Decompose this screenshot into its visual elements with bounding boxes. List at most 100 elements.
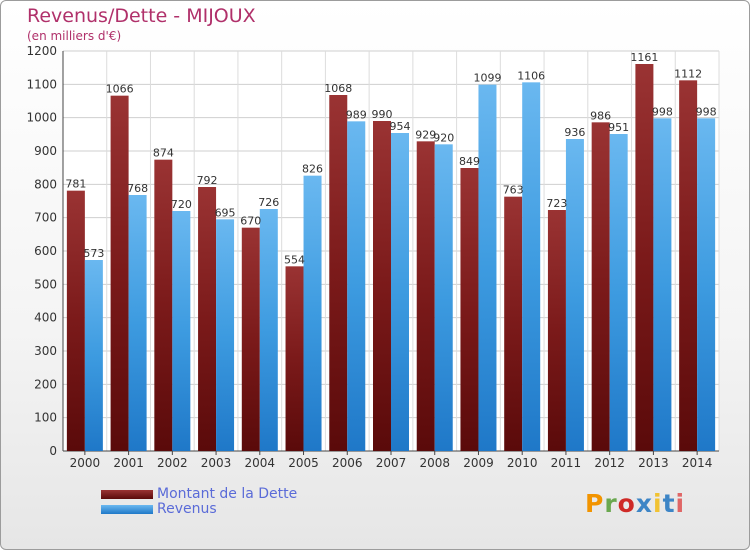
bar-revenus xyxy=(84,260,103,451)
data-label-revenus: 726 xyxy=(258,196,279,209)
y-tick-label: 100 xyxy=(34,411,57,425)
logo-letter: P xyxy=(585,489,605,518)
x-tick-label: 2001 xyxy=(113,456,144,470)
data-label-dette: 1112 xyxy=(674,67,702,80)
bar-revenus xyxy=(216,219,235,451)
y-tick-label: 300 xyxy=(34,344,57,358)
x-tick-label: 2005 xyxy=(288,456,319,470)
data-label-revenus: 573 xyxy=(83,247,104,260)
x-tick-label: 2002 xyxy=(157,456,188,470)
logo-letter: r xyxy=(604,489,618,518)
data-label-dette: 874 xyxy=(153,147,174,160)
data-label-dette: 723 xyxy=(546,197,567,210)
x-tick-label: 2003 xyxy=(201,456,232,470)
data-label-revenus: 826 xyxy=(302,163,323,176)
data-label-revenus: 951 xyxy=(608,121,629,134)
bar-dette xyxy=(110,95,129,452)
data-label-revenus: 998 xyxy=(696,105,717,118)
bar-dette xyxy=(373,121,391,451)
data-label-dette: 990 xyxy=(372,108,393,121)
chart-subtitle: (en milliers d'€) xyxy=(27,29,122,43)
y-tick-label: 200 xyxy=(34,377,57,391)
legend-label-revenus: Revenus xyxy=(157,501,217,517)
data-label-dette: 1066 xyxy=(106,83,134,96)
legend-item-revenus: Revenus xyxy=(101,502,297,517)
x-tick-label: 2012 xyxy=(594,456,625,470)
y-tick-label: 1000 xyxy=(26,111,57,125)
y-tick-label: 1200 xyxy=(26,44,57,58)
x-tick-label: 2014 xyxy=(682,456,713,470)
data-label-dette: 792 xyxy=(197,174,218,187)
data-label-revenus: 1099 xyxy=(473,72,501,85)
bar-dette xyxy=(460,168,479,451)
data-label-revenus: 920 xyxy=(433,131,454,144)
y-tick-label: 400 xyxy=(34,311,57,325)
bar-revenus xyxy=(128,195,147,451)
logo-letter: x xyxy=(635,489,653,518)
logo-letter: i xyxy=(653,489,663,518)
bar-dette xyxy=(504,196,523,451)
bar-dette xyxy=(679,80,698,451)
logo-letter: o xyxy=(617,489,636,518)
logo-letter: i xyxy=(675,489,686,518)
legend-swatch-dette xyxy=(101,490,153,499)
chart-title: Revenus/Dette - MIJOUX xyxy=(27,5,256,27)
bar-revenus xyxy=(172,211,191,451)
bar-revenus xyxy=(609,134,628,451)
x-tick-label: 2000 xyxy=(70,456,101,470)
legend-swatch-revenus xyxy=(101,505,153,514)
data-label-dette: 1161 xyxy=(630,51,658,64)
x-tick-label: 2006 xyxy=(332,456,363,470)
data-label-revenus: 998 xyxy=(652,105,673,118)
legend-label-dette: Montant de la Dette xyxy=(157,486,298,502)
bar-revenus xyxy=(653,118,672,451)
x-tick-label: 2013 xyxy=(638,456,669,470)
bar-revenus xyxy=(697,118,716,451)
data-label-dette: 781 xyxy=(65,178,86,191)
bar-revenus xyxy=(478,84,497,452)
bar-revenus xyxy=(391,133,409,451)
x-tick-label: 2011 xyxy=(551,456,582,470)
data-label-revenus: 720 xyxy=(171,198,192,211)
data-label-dette: 554 xyxy=(284,253,305,266)
bar-dette xyxy=(329,95,348,451)
bar-revenus xyxy=(303,175,322,451)
bar-dette xyxy=(154,159,173,451)
data-label-revenus: 989 xyxy=(346,108,367,121)
bar-revenus xyxy=(434,144,453,452)
data-label-dette: 763 xyxy=(503,184,524,197)
data-label-revenus: 1106 xyxy=(517,69,545,82)
logo-letter: t xyxy=(662,489,676,518)
bar-dette xyxy=(591,122,610,451)
bar-dette xyxy=(416,141,435,452)
legend: Montant de la Dette Revenus xyxy=(101,487,297,517)
bar-dette xyxy=(198,187,217,451)
data-label-revenus: 695 xyxy=(215,206,236,219)
bar-dette xyxy=(285,266,304,451)
legend-item-dette: Montant de la Dette xyxy=(101,487,297,502)
y-tick-label: 0 xyxy=(49,444,57,458)
data-label-revenus: 954 xyxy=(390,120,411,133)
bar-revenus xyxy=(565,139,584,451)
y-tick-label: 800 xyxy=(34,177,57,191)
data-label-dette: 670 xyxy=(240,215,261,228)
proxiti-logo: Proxiti xyxy=(585,489,685,518)
bar-revenus xyxy=(259,209,278,451)
x-tick-label: 2010 xyxy=(507,456,538,470)
x-tick-label: 2004 xyxy=(245,456,276,470)
data-label-dette: 929 xyxy=(415,128,436,141)
y-tick-label: 900 xyxy=(34,144,57,158)
x-tick-label: 2009 xyxy=(463,456,494,470)
y-tick-label: 1100 xyxy=(26,77,57,91)
data-label-dette: 849 xyxy=(459,155,480,168)
x-tick-label: 2008 xyxy=(419,456,450,470)
x-tick-label: 2007 xyxy=(376,456,407,470)
data-label-dette: 1068 xyxy=(324,82,352,95)
bar-dette xyxy=(635,64,654,451)
bar-revenus xyxy=(522,82,541,451)
y-tick-label: 700 xyxy=(34,211,57,225)
bar-dette xyxy=(547,210,566,451)
y-tick-label: 600 xyxy=(34,244,57,258)
